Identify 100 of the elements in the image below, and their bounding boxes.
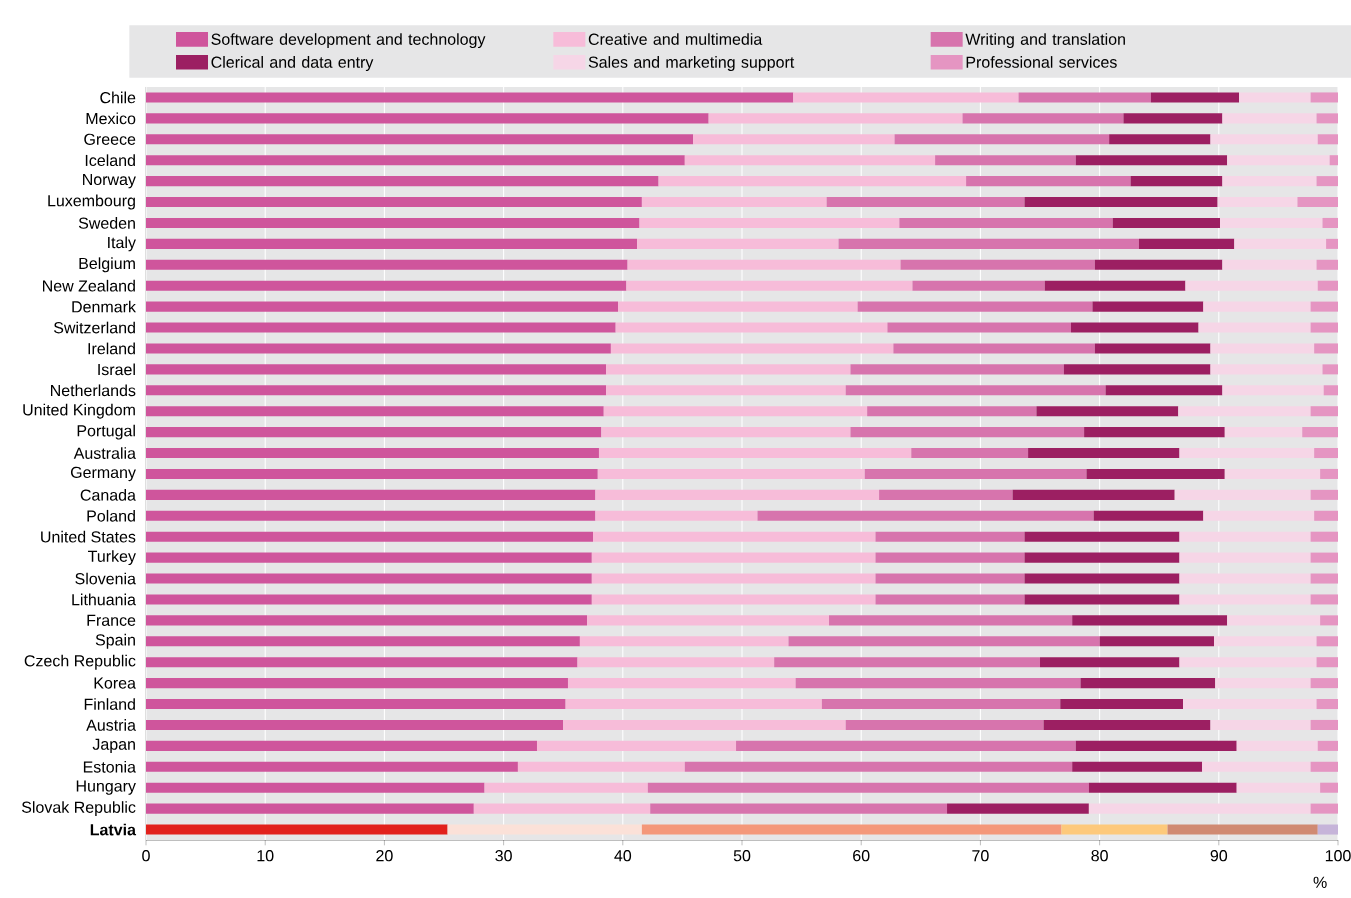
y-tick-label: Luxembourg: [48, 194, 135, 210]
bar: [1040, 657, 1180, 668]
bar: [1210, 134, 1318, 145]
bar: [1179, 552, 1311, 563]
y-tick-label: Slovenia: [75, 572, 136, 585]
bar: [875, 552, 1025, 563]
bar: [567, 678, 796, 689]
bar: [867, 406, 1037, 417]
legend-label: Writing and translation: [965, 33, 1125, 49]
bar: [684, 155, 936, 166]
bar: [1316, 636, 1339, 647]
y-tick-label: Spain: [95, 633, 135, 649]
bar: [1093, 510, 1204, 521]
bar: [626, 280, 913, 291]
bar: [684, 761, 1073, 772]
y-tick-label: Canada: [80, 489, 136, 501]
bar: [1222, 113, 1317, 124]
bar: [146, 385, 607, 396]
bar: [1202, 761, 1311, 772]
bar: [1224, 427, 1303, 438]
bar: [1183, 699, 1317, 710]
y-tick-label: Ireland: [88, 342, 135, 355]
bar: [1314, 343, 1339, 354]
bar: [1297, 197, 1339, 208]
y-tick-label: France: [87, 614, 136, 626]
bar: [146, 489, 596, 500]
bar: [146, 322, 616, 333]
bar: [1314, 448, 1339, 459]
bar: [1310, 803, 1339, 814]
bar: [826, 197, 1025, 208]
bar: [1179, 448, 1315, 459]
bar: [864, 468, 1087, 479]
bar: [1227, 615, 1321, 626]
bar: [146, 761, 518, 772]
bar: [146, 92, 794, 103]
bar: [473, 803, 651, 814]
bar: [757, 510, 1094, 521]
bar: [1179, 657, 1317, 668]
bar: [962, 113, 1124, 124]
bar: [1167, 824, 1318, 835]
bar: [146, 531, 594, 542]
bar: [1024, 531, 1180, 542]
bar: [1198, 322, 1311, 333]
bar: [563, 719, 846, 730]
bar: [146, 197, 642, 208]
y-tick-label: Portugal: [77, 424, 135, 440]
bar: [850, 364, 1064, 375]
bar: [1317, 280, 1339, 291]
bar: [911, 448, 1029, 459]
y-tick-label: Finland: [84, 698, 135, 710]
bar: [587, 615, 830, 626]
bar: [850, 427, 1085, 438]
bar: [146, 259, 628, 270]
bar: [838, 238, 1139, 249]
bar: [1150, 92, 1240, 103]
bar: [1310, 489, 1339, 500]
bar: [693, 134, 895, 145]
bar: [1072, 615, 1228, 626]
y-tick-label: Switzerland: [54, 321, 135, 334]
bar: [1179, 531, 1311, 542]
bar: [146, 699, 566, 710]
bar: [1075, 155, 1228, 166]
bar: [1203, 301, 1311, 312]
x-tick-label: 40: [614, 850, 632, 862]
bar: [146, 217, 640, 228]
bar: [146, 238, 638, 249]
bar: [1316, 699, 1339, 710]
bar: [601, 427, 851, 438]
bar: [1215, 678, 1311, 689]
y-tick-label: Poland: [87, 509, 135, 522]
bar: [1317, 134, 1339, 145]
y-tick-label: Mexico: [86, 112, 136, 125]
bar: [639, 217, 900, 228]
bar: [1044, 280, 1186, 291]
bar: [1320, 782, 1339, 793]
x-tick-label: 100: [1325, 850, 1351, 862]
y-tick-label: Latvia: [90, 823, 137, 836]
legend-label: Software development and technology: [211, 33, 486, 49]
bar: [146, 427, 602, 438]
bar: [1320, 468, 1339, 479]
y-tick-label: Greece: [84, 133, 136, 145]
bar: [1060, 699, 1184, 710]
bar: [708, 113, 963, 124]
bar: [795, 678, 1081, 689]
bar: [1109, 134, 1211, 145]
legend-label: Clerical and data entry: [211, 56, 374, 72]
bar: [610, 343, 894, 354]
x-tick-label: 60: [853, 850, 870, 862]
bar: [1322, 364, 1339, 375]
bar: [650, 803, 948, 814]
bar: [1138, 238, 1235, 249]
bar: [1322, 217, 1339, 228]
bar: [146, 364, 607, 375]
y-tick-label: Slovak Republic: [21, 801, 136, 817]
bar: [1317, 824, 1339, 835]
bar: [1310, 552, 1339, 563]
bar: [595, 489, 880, 500]
y-tick-label: Sweden: [78, 217, 135, 229]
bar: [146, 803, 474, 814]
y-tick-label: Netherlands: [51, 384, 136, 397]
